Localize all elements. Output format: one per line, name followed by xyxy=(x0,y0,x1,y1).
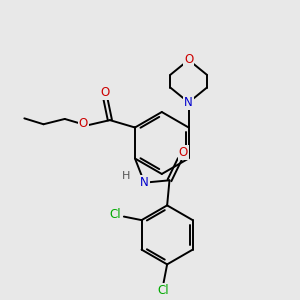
Text: Cl: Cl xyxy=(158,284,170,297)
Text: O: O xyxy=(184,53,193,66)
Text: N: N xyxy=(140,176,149,189)
Text: O: O xyxy=(101,86,110,99)
Text: Cl: Cl xyxy=(110,208,122,221)
Text: O: O xyxy=(79,118,88,130)
Text: N: N xyxy=(184,96,193,109)
Text: H: H xyxy=(122,171,130,181)
Text: O: O xyxy=(179,146,188,159)
